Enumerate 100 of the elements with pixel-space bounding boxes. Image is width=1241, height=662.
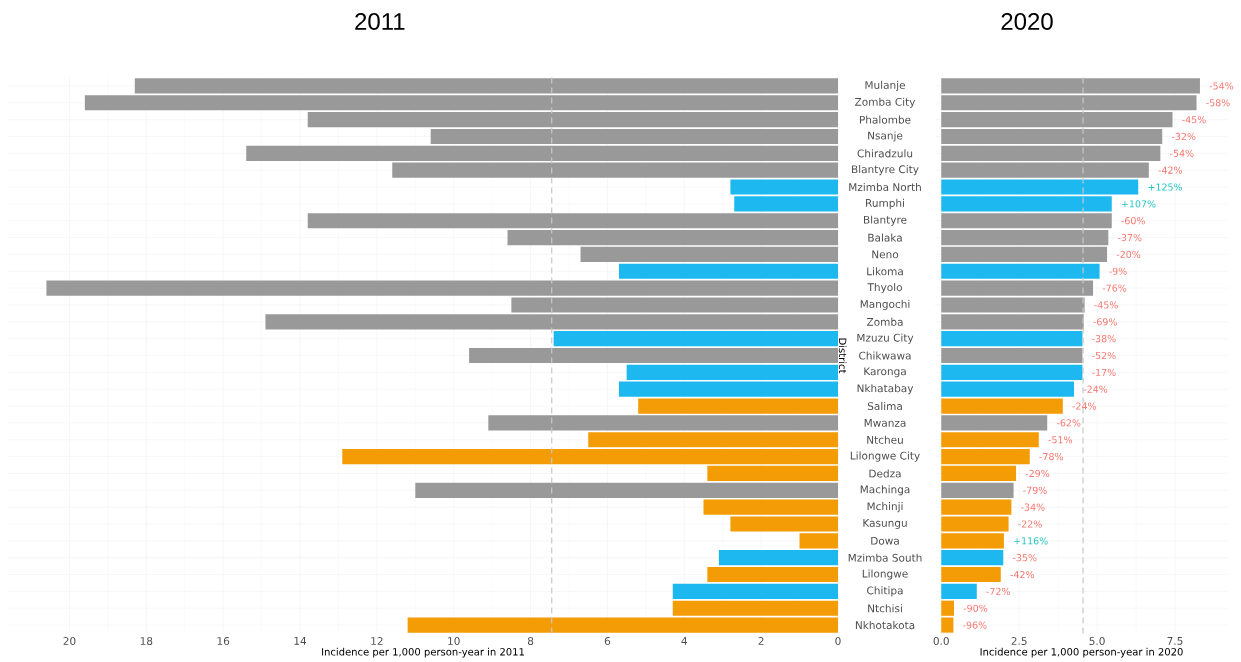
bar: [941, 566, 1001, 583]
annotation: -24%: [1072, 402, 1097, 410]
annotation: -58%: [1206, 99, 1230, 107]
bar: [941, 331, 1083, 347]
y-axis-title: District: [838, 338, 847, 374]
x-tick-label: 7.5: [1167, 637, 1183, 645]
y-tick-label: Mzimba South: [848, 553, 922, 562]
bar: [941, 550, 1004, 566]
annotation: -32%: [1171, 132, 1196, 141]
y-tick-label: Salima: [867, 402, 902, 411]
annotation: -45%: [1182, 116, 1206, 124]
annotation: -29%: [1025, 469, 1050, 478]
bar: [941, 229, 1109, 246]
annotation: -54%: [1209, 82, 1234, 90]
annotation: -17%: [1092, 368, 1116, 376]
y-tick-label: Mwanza: [864, 419, 906, 427]
x-tick-label: 14: [294, 637, 307, 645]
x-tick-label: 10: [448, 637, 460, 645]
y-tick-label: Mangochi: [860, 299, 910, 311]
y-tick-label: Blantyre: [864, 215, 907, 226]
x-axis-title: Incidence per 1,000 person-year in 2011: [322, 647, 524, 658]
y-tick-label: Blantyre City: [852, 165, 919, 176]
annotation: -42%: [1010, 570, 1034, 579]
bar: [941, 347, 1083, 364]
annotation: +116%: [1014, 537, 1048, 545]
annotation: -62%: [1056, 419, 1081, 427]
bar: [941, 263, 1100, 279]
bar: [672, 600, 838, 616]
y-tick-label: Nsanje: [868, 131, 903, 142]
bar: [941, 381, 1075, 397]
y-tick-label: Mulanje: [865, 80, 906, 92]
bar: [941, 162, 1149, 178]
y-tick-label: Balaka: [868, 233, 902, 242]
bar: [941, 364, 1083, 380]
annotation: -78%: [1039, 453, 1063, 461]
y-tick-label: Kasungu: [863, 519, 907, 529]
y-tick-label: Mzimba North: [849, 182, 921, 192]
y-tick-label: Mchinji: [867, 502, 903, 513]
bar: [941, 246, 1108, 262]
y-tick-label: Zomba: [867, 317, 903, 326]
bar: [415, 482, 838, 498]
bar: [707, 566, 838, 583]
x-tick-label: 6: [604, 637, 611, 645]
y-tick-label: Karonga: [864, 367, 906, 378]
annotation: -38%: [1092, 335, 1116, 343]
annotation: -79%: [1023, 486, 1047, 494]
bar: [342, 449, 838, 465]
y-tick-label: Phalombe: [859, 115, 911, 124]
bar: [392, 162, 838, 178]
x-tick-label: 4: [681, 637, 688, 645]
bar: [941, 432, 1039, 448]
annotation: -24%: [1083, 385, 1108, 393]
y-tick-label: Thyolo: [867, 283, 902, 294]
annotation: -69%: [1093, 318, 1117, 326]
bar: [580, 246, 838, 262]
bar: [718, 550, 838, 566]
bar: [553, 331, 838, 347]
annotation: -42%: [1158, 166, 1183, 174]
annotation: -90%: [963, 604, 988, 612]
bar: [941, 617, 954, 633]
bar: [941, 465, 1017, 482]
x-tick-label: 8: [527, 637, 534, 645]
y-tick-label: Lilongwe: [862, 569, 908, 580]
bar: [941, 145, 1161, 161]
bar: [941, 398, 1063, 414]
annotation: -54%: [1170, 149, 1194, 157]
y-tick-label: Machinga: [860, 485, 910, 496]
bar: [618, 381, 838, 397]
bar: [488, 415, 838, 431]
bar: [469, 347, 838, 364]
x-tick-label: 5.0: [1089, 637, 1105, 645]
y-tick-label: Ntchisi: [868, 604, 902, 613]
bar: [638, 398, 838, 414]
bar: [407, 617, 838, 633]
y-tick-label: Dedza: [869, 469, 901, 478]
y-tick-label: Chikwawa: [859, 351, 911, 360]
y-tick-label: Neno: [872, 250, 899, 259]
annotation: -72%: [986, 587, 1010, 595]
bar: [307, 112, 838, 128]
x-tick-label: 18: [140, 637, 153, 645]
annotation: -52%: [1092, 351, 1116, 360]
chart-title: 2011: [355, 12, 405, 30]
bar: [507, 229, 838, 246]
annotation: -96%: [963, 621, 987, 629]
bar: [626, 364, 838, 380]
annotation: +125%: [1148, 183, 1183, 191]
y-tick-label: Nkhatabay: [857, 384, 914, 395]
x-tick-label: 20: [63, 637, 76, 645]
bar: [588, 432, 838, 448]
bar: [941, 600, 955, 616]
annotation: -9%: [1109, 267, 1127, 275]
x-tick-label: 0.0: [933, 637, 949, 645]
annotation: -37%: [1117, 233, 1142, 242]
chart-title: 2020: [1001, 12, 1053, 30]
bar: [941, 482, 1014, 498]
bar: [941, 128, 1163, 145]
y-tick-label: Nkhotakota: [855, 621, 915, 630]
annotation: -60%: [1121, 217, 1145, 225]
annotation: -76%: [1102, 284, 1127, 292]
bar: [672, 583, 838, 599]
